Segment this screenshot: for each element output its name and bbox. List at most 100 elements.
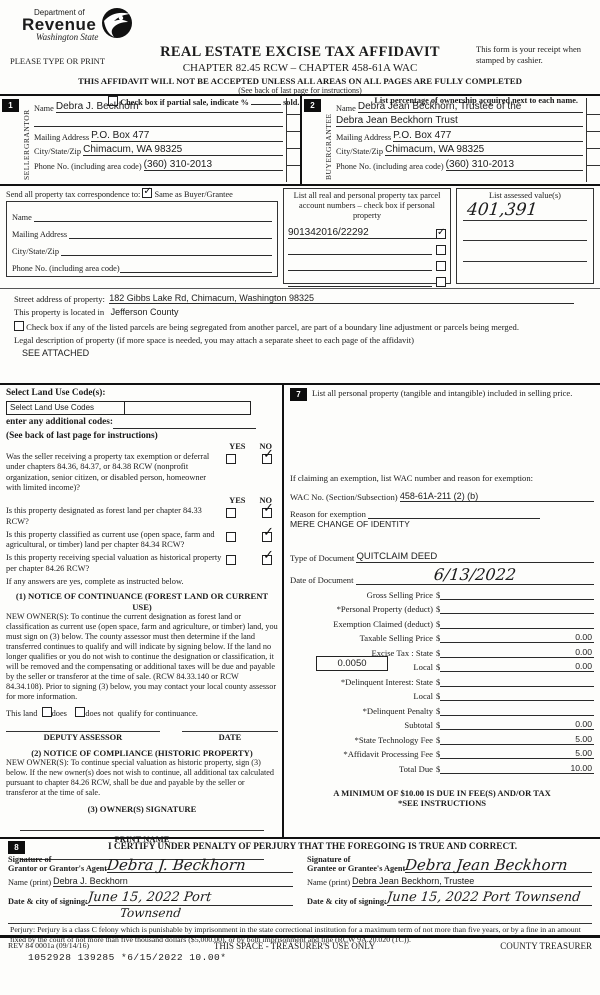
q2-no-checkbox[interactable]: ✓ [262, 502, 274, 519]
seller-city-value[interactable]: Chimacum, WA 98325 [83, 144, 183, 156]
grantee-print-value[interactable]: Debra Jean Beckhorn, Trustee [352, 876, 475, 888]
assessed-value-1[interactable]: 401,391 [465, 199, 539, 220]
buyer-city-label: City/State/Zip [336, 147, 384, 156]
grantor-date-label: Date & city of signing: [8, 897, 88, 907]
buyer-ownership-pct-boxes[interactable] [586, 98, 600, 182]
if-yes-note: If any answers are yes, complete as inst… [6, 576, 184, 586]
corr-name-field[interactable] [33, 212, 272, 222]
grantor-date-value[interactable]: June 15, 2022 Port [86, 890, 212, 906]
q1-yes-checkbox[interactable] [226, 454, 236, 465]
buyer-city-value[interactable]: Chimacum, WA 98325 [385, 144, 485, 156]
q3-yes-checkbox[interactable] [226, 531, 236, 542]
grantee-signature[interactable]: Debra Jean Beckhorn [404, 856, 569, 875]
notice1-body: NEW OWNER(S): To continue the current de… [6, 612, 278, 702]
fee-label-delinq-local: Local [413, 691, 433, 701]
grantor-signature-block: Signature of Grantor or Grantor's Agent … [8, 855, 293, 920]
reason-value: MERE CHANGE OF IDENTITY [290, 519, 410, 529]
q3-no-checkbox[interactable]: ✓ [262, 526, 274, 542]
parcel-checkbox-1[interactable]: ✓ [436, 227, 446, 239]
form-title: REAL ESTATE EXCISE TAX AFFIDAVIT [160, 44, 440, 60]
seller-phone-value[interactable]: (360) 310-2013 [143, 158, 213, 171]
segregated-checkbox[interactable] [14, 321, 24, 331]
fee-amount-exemption [440, 618, 594, 629]
print-name-line[interactable] [20, 844, 264, 861]
fee-amount-taxable: 0.00 [440, 632, 594, 643]
grantor-print-value[interactable]: Debra J. Beckhorn [53, 876, 128, 888]
reason-field[interactable] [368, 509, 540, 519]
fees-column: 7 List all personal property (tangible a… [282, 385, 600, 837]
fee-label-tech: *State Technology Fee [354, 734, 433, 745]
grantee-date-label: Date & city of signing: [307, 897, 387, 907]
does-checkbox[interactable] [41, 707, 52, 718]
correspondence-band: Send all property tax correspondence to:… [0, 186, 600, 289]
street-address-value[interactable]: 182 Gibbs Lake Rd, Chimacum, Washington … [109, 293, 315, 304]
corr-phone-field[interactable] [119, 263, 272, 273]
q4-yes-checkbox[interactable] [226, 555, 236, 566]
section-7-number: 7 [290, 388, 307, 401]
certification-section: 8 I CERTIFY UNDER PENALTY OF PERJURY THA… [0, 837, 600, 944]
parcel-checkbox-4[interactable] [436, 276, 446, 287]
owners-signature-line[interactable] [20, 815, 264, 831]
property-section: Street address of property: 182 Gibbs La… [0, 289, 600, 385]
parcel-number-3[interactable] [288, 261, 432, 271]
deputy-date-line[interactable]: DATE [181, 731, 278, 743]
perjury-paragraph: Perjury: Perjury is a class C felony whi… [8, 923, 592, 944]
parcel-header: List all real and personal property tax … [293, 191, 441, 220]
corr-city-field[interactable] [61, 246, 272, 256]
located-in-value[interactable]: Jefferson County [110, 307, 179, 317]
buyer-name-value-2[interactable]: Debra Jean Beckhorn Trust [336, 115, 458, 127]
q4-no-checkbox[interactable]: ✓ [262, 549, 274, 566]
q1-no-checkbox[interactable]: ✓ [262, 448, 274, 465]
doc-date-value[interactable]: 6/13/2022 [432, 565, 517, 584]
assessed-value-4[interactable] [463, 262, 587, 282]
parcel-checkbox-3[interactable] [436, 260, 446, 271]
deputy-assessor-line[interactable]: DEPUTY ASSESSOR [6, 731, 160, 743]
assessed-value-2[interactable] [463, 221, 587, 241]
does-not-checkbox[interactable] [75, 707, 86, 718]
grantee-date-value[interactable]: June 15, 2022 Port Townsend [385, 890, 582, 906]
parcel-number-4[interactable] [288, 277, 432, 287]
seller-city-label: City/State/Zip [34, 147, 82, 156]
select-land-use-label: Select Land Use Code(s): [6, 388, 106, 398]
dollar-sign: $ [436, 763, 441, 774]
assessed-value-3[interactable] [463, 241, 587, 262]
additional-codes-field[interactable] [113, 419, 256, 429]
see-instructions-note: *SEE INSTRUCTIONS [397, 797, 487, 808]
same-as-buyer-checkbox[interactable]: ✓ [142, 187, 153, 198]
same-as-buyer-label: Same as Buyer/Grantee [154, 190, 233, 199]
corr-phone-label: Phone No. (including area code) [12, 264, 120, 273]
dollar-sign: $ [436, 618, 441, 629]
fee-label-personal: *Personal Property (deduct) [336, 604, 433, 614]
parcel-number-2[interactable] [288, 245, 432, 255]
seller-name-value[interactable]: Debra J. Beckhorn [55, 100, 139, 113]
parcel-number-1[interactable]: 901342016/22292 [288, 226, 369, 239]
corr-mailing-field[interactable] [69, 229, 272, 239]
seller-mailing-label: Mailing Address [34, 132, 90, 142]
partial-sale-pct-field[interactable] [251, 104, 281, 105]
dollar-sign: $ [436, 734, 441, 745]
form-header: Department of Revenue Washington State P… [0, 0, 600, 107]
fee-label-gross: Gross Selling Price [366, 589, 433, 600]
dollar-sign: $ [436, 749, 441, 759]
seller-grantor-side-label: SELLER GRANTOR [22, 98, 31, 182]
seller-ownership-pct-boxes[interactable] [286, 98, 300, 182]
seller-mailing-value[interactable]: P.O. Box 477 [91, 129, 150, 142]
partial-sale-checkbox[interactable] [108, 96, 118, 106]
dor-logo-icon [102, 8, 132, 38]
parcel-checkbox-2[interactable] [436, 244, 446, 255]
fee-amount-delinq-local [440, 690, 594, 701]
wac-value[interactable]: 458-61A-211 (2) (b) [399, 491, 479, 502]
correspondence-fields-box: Name Mailing Address City/State/Zip Phon… [6, 201, 278, 277]
buyer-mailing-value[interactable]: P.O. Box 477 [393, 129, 452, 142]
corr-city-label: City/State/Zip [12, 247, 60, 256]
grantor-signature[interactable]: Debra J. Beckhorn [106, 856, 247, 875]
doc-type-value[interactable]: QUITCLAIM DEED [356, 551, 438, 563]
q2-yes-checkbox[interactable] [226, 508, 236, 519]
grantor-side-word: GRANTOR [22, 109, 31, 150]
buyer-name-value[interactable]: Debra Jean Beckhorn, Trustee of the [357, 100, 522, 113]
legal-description-value[interactable]: SEE ATTACHED [22, 348, 90, 358]
buyer-phone-value[interactable]: (360) 310-2013 [445, 158, 515, 171]
personal-property-space[interactable] [290, 401, 594, 473]
land-use-dropdown[interactable]: Select Land Use Codes [6, 401, 251, 416]
logo-dept-of: Department of [34, 8, 85, 17]
